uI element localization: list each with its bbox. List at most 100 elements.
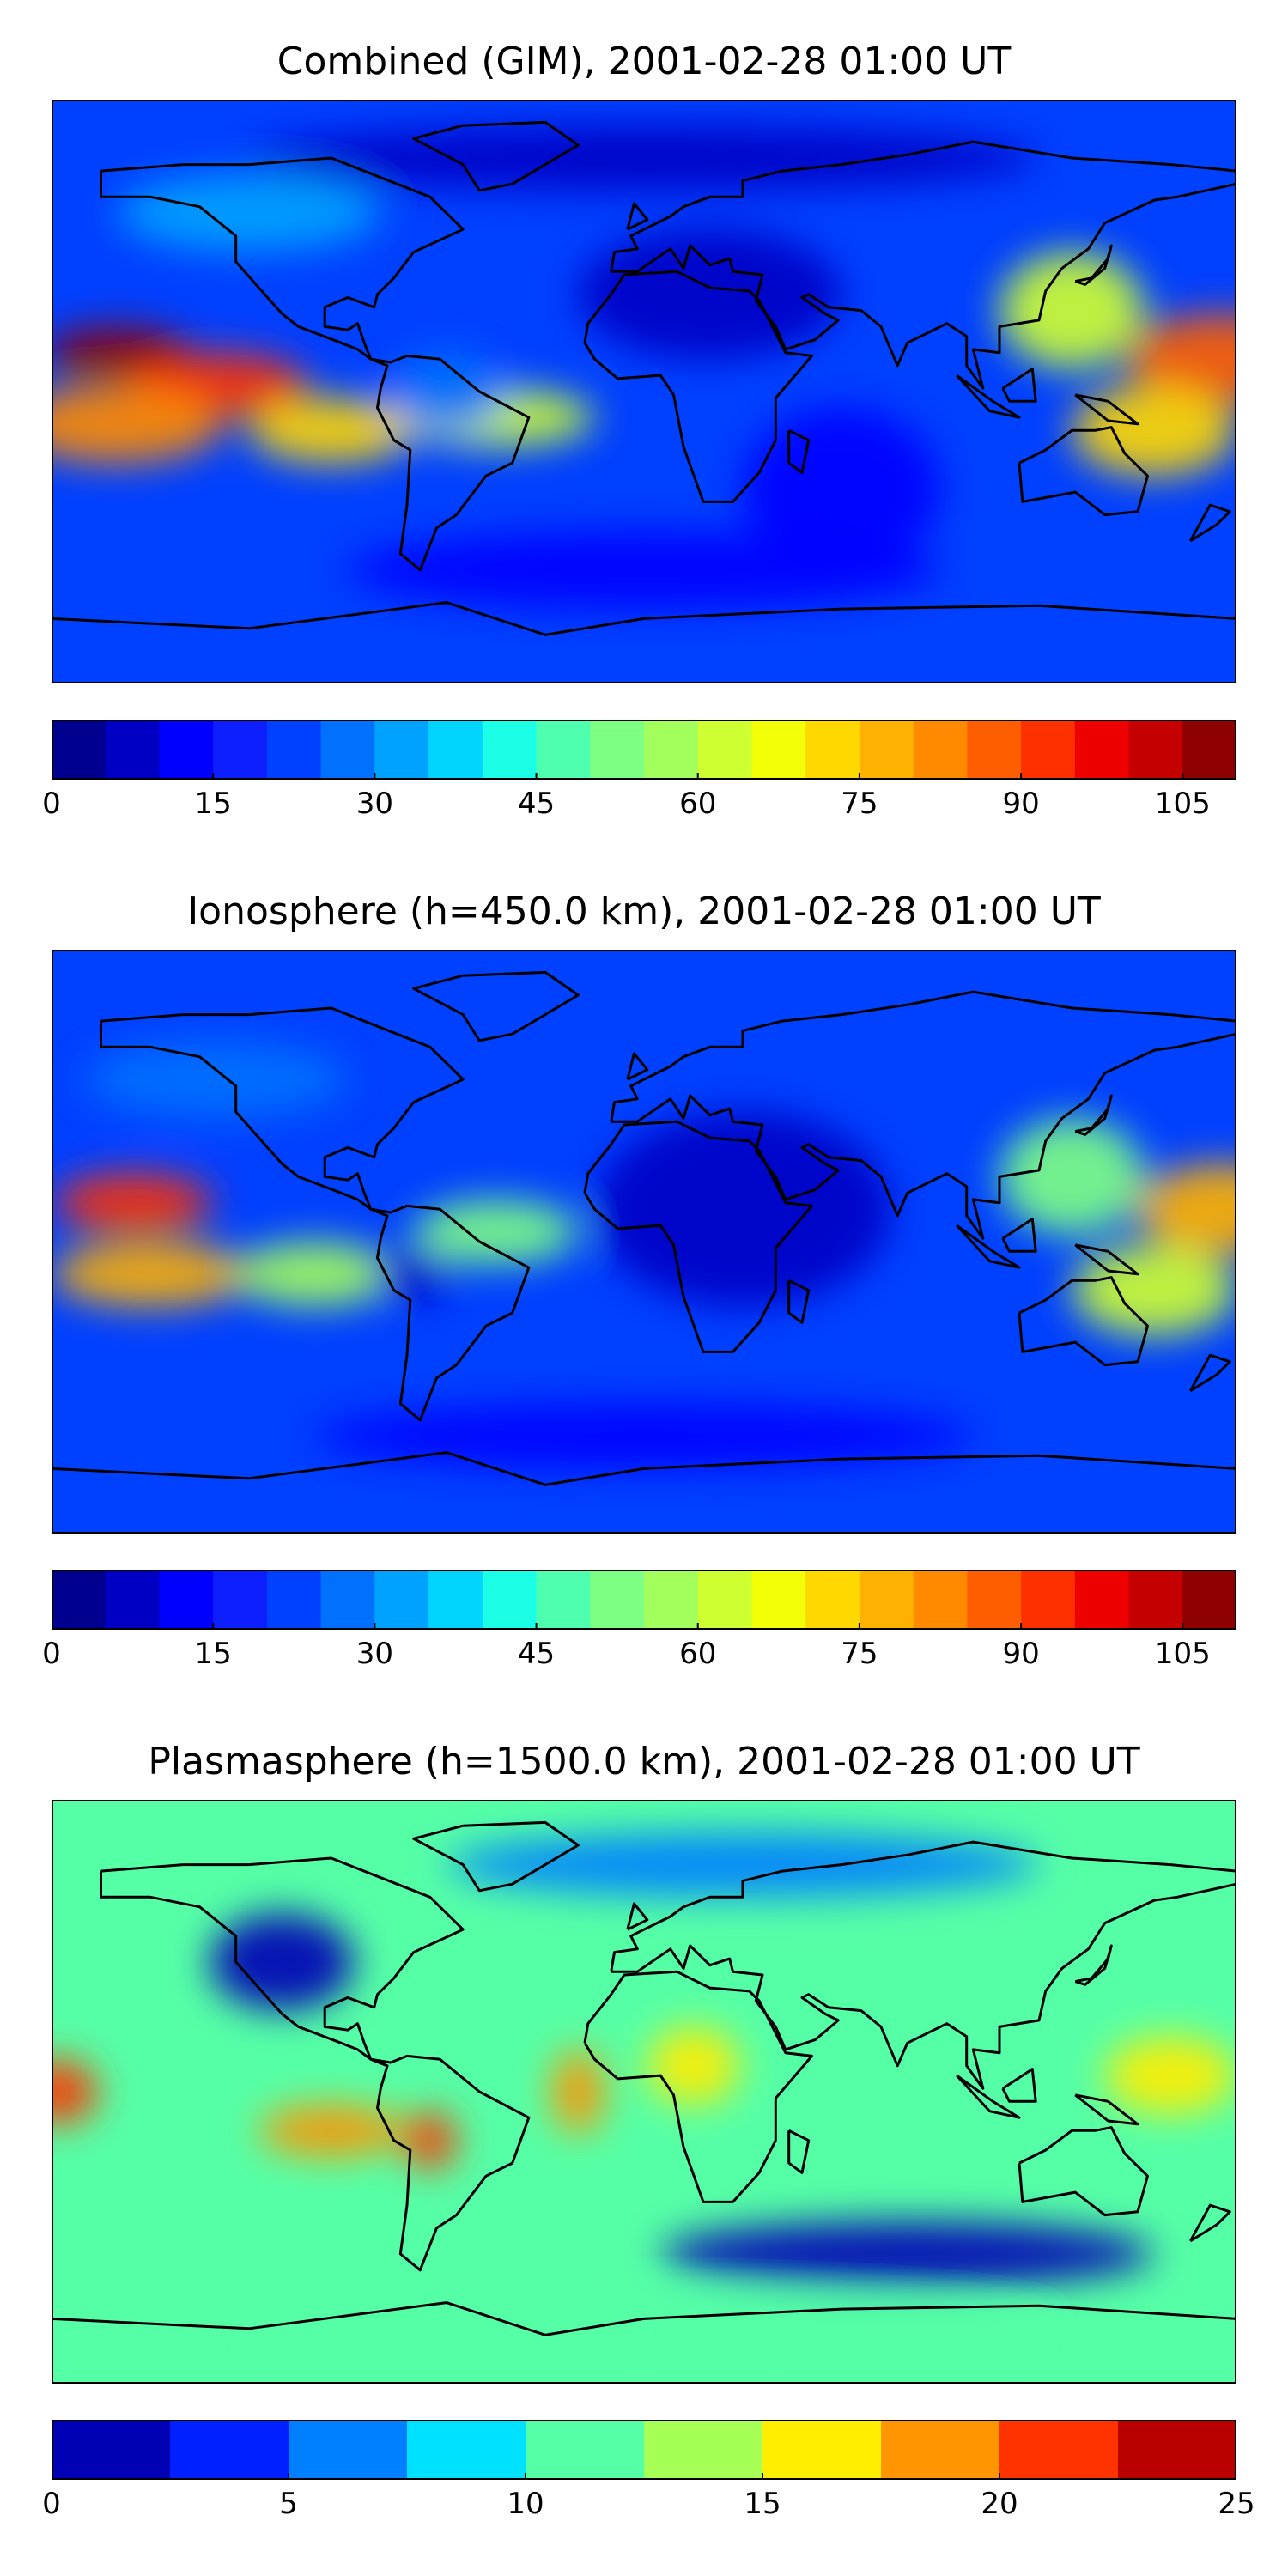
colorbar-swatch — [590, 720, 645, 780]
colorbar-swatch — [159, 1570, 214, 1630]
coastline-path — [1018, 426, 1149, 517]
tec-anomaly — [743, 407, 940, 570]
colorbar-swatch — [52, 1570, 106, 1630]
tec-anomaly — [1127, 313, 1236, 405]
coastline-path — [626, 1052, 649, 1081]
colorbar-swatch — [105, 720, 161, 780]
colorbar-tick-label: 45 — [517, 1637, 556, 1671]
colorbar-frame — [52, 1570, 1236, 1630]
colorbar-frame — [52, 2420, 1236, 2480]
colorbar-swatch — [1128, 720, 1183, 780]
colorbar-swatch — [1021, 720, 1076, 780]
colorbar-swatch — [697, 1570, 753, 1630]
coastline-path — [1001, 2068, 1037, 2103]
colorbar-swatch — [697, 720, 753, 780]
map-plasmasphere — [52, 1800, 1236, 2384]
coastline-path — [1018, 1276, 1149, 1367]
colorbar-swatch — [881, 2420, 1000, 2480]
colorbar-swatch — [374, 1570, 429, 1630]
colorbar-swatch — [407, 2420, 526, 2480]
coastline-path — [1074, 393, 1139, 426]
colorbar-tick-label: 25 — [1218, 2487, 1255, 2521]
colorbar-tick-label: 75 — [841, 787, 878, 821]
coastline-path — [583, 1120, 813, 1353]
colorbar-tick-label: 10 — [507, 2487, 544, 2521]
colorbar-swatch — [859, 1570, 914, 1630]
colorbar-tick-label: 45 — [517, 787, 556, 821]
coastline-path — [610, 990, 1236, 1240]
coastline-path — [52, 2301, 1236, 2336]
coastline-path — [412, 1820, 580, 1893]
tec-anomaly — [249, 398, 414, 464]
colorbar-swatch — [967, 1570, 1022, 1630]
tec-anomaly — [52, 1242, 249, 1307]
colorbar-swatch — [751, 720, 806, 780]
colorbar-swatch — [320, 720, 375, 780]
colorbar-swatch — [52, 2420, 171, 2480]
colorbar-swatch — [859, 720, 914, 780]
coastline-path — [1188, 503, 1231, 543]
colorbar-swatch — [967, 720, 1022, 780]
coastline-path — [1018, 2126, 1149, 2217]
colorbar-tick-label: 75 — [841, 1637, 878, 1671]
world-coastline-icon — [52, 120, 1236, 636]
colorbar-swatch — [1021, 1570, 1076, 1630]
world-coastline-icon — [52, 970, 1236, 1486]
coastline-path — [787, 428, 811, 474]
colorbar-swatch — [213, 720, 268, 780]
tec-anomaly — [404, 2111, 457, 2170]
colorbar-tick-label: 105 — [1154, 787, 1211, 821]
colorbar-tick-label: 90 — [1002, 787, 1040, 821]
colorbar-swatch — [1074, 720, 1130, 780]
map-combined — [52, 100, 1236, 683]
tec-anomaly — [594, 1111, 891, 1307]
colorbar-swatch — [751, 1570, 806, 1630]
tec-anomaly — [52, 385, 223, 464]
colorbar-swatch — [428, 720, 483, 780]
coastline-path — [52, 1451, 1236, 1486]
tec-anomaly — [551, 2049, 605, 2135]
colorbar-swatch — [913, 720, 968, 780]
map-ionosphere — [52, 950, 1236, 1534]
panel-title-plasmasphere: Plasmasphere (h=1500.0 km), 2001-02-28 0… — [148, 1740, 1140, 1783]
tec-anomaly — [374, 1248, 453, 1300]
tec-anomaly — [348, 531, 940, 610]
colorbar-swatch — [105, 1570, 161, 1630]
colorbar-tick-label: 0 — [42, 1637, 61, 1671]
colorbar-swatch — [320, 1570, 375, 1630]
coastline-path — [956, 374, 1021, 419]
colorbar-tick-label: 0 — [42, 787, 61, 821]
coastline-path — [52, 601, 1236, 636]
colorbar-tick-label: 15 — [194, 1637, 232, 1671]
coastline-path — [626, 202, 649, 231]
colorbar-tick-label: 30 — [355, 787, 393, 821]
tec-anomaly — [1072, 1244, 1236, 1336]
colorbar-swatch — [590, 1570, 645, 1630]
coastline-path — [1074, 1944, 1113, 1986]
colorbar-swatch — [913, 1570, 968, 1630]
coastline-path — [100, 156, 531, 572]
world-coastline-icon — [52, 1820, 1236, 2336]
tec-anomaly — [84, 1040, 348, 1119]
coastline-path — [610, 140, 1236, 390]
tec-anomaly — [1104, 2036, 1236, 2115]
colorbar-swatch — [266, 720, 322, 780]
tec-anomaly — [999, 1118, 1145, 1236]
colorbar-ionosphere — [52, 1570, 1236, 1630]
coastline-path — [583, 1970, 813, 2203]
colorbar-swatch — [1182, 1570, 1236, 1630]
coastline-path — [1074, 1243, 1139, 1276]
tec-anomaly — [314, 1403, 974, 1469]
tec-anomaly — [52, 2059, 98, 2124]
colorbar-tick-label: 5 — [279, 2487, 298, 2521]
colorbar-tick-label: 60 — [679, 1637, 717, 1671]
coastline-path — [1188, 1353, 1231, 1393]
tec-anomaly — [117, 173, 381, 252]
colorbar-swatch — [644, 720, 699, 780]
colorbar-swatch — [289, 2420, 408, 2480]
colorbar-tick-label: 105 — [1154, 1637, 1211, 1671]
colorbar-swatch — [1182, 720, 1236, 780]
background-field — [52, 1800, 1236, 2384]
colorbar-swatch — [1074, 1570, 1130, 1630]
tec-anomaly — [210, 1913, 355, 2011]
